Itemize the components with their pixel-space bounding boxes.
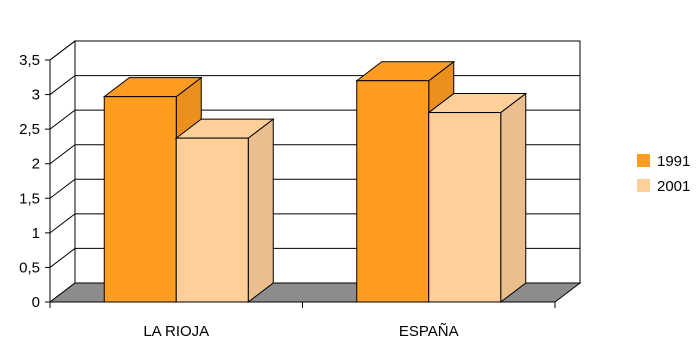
gridlines: [49, 40, 580, 268]
side-wall: [49, 39, 76, 304]
legend-label-2001: 2001: [657, 178, 690, 195]
y-tick-label: 2,5: [19, 121, 40, 138]
y-tick-label: 1,5: [19, 190, 40, 207]
y-tick-label: 0: [32, 294, 40, 311]
bar-2001-0: [174, 118, 275, 304]
bars: [102, 60, 528, 304]
x-category-label: LA RIOJA: [143, 323, 209, 340]
bar-front: [175, 137, 249, 303]
legend: 1991 2001: [637, 153, 690, 195]
legend-label-1991: 1991: [657, 153, 690, 170]
x-axis-labels: LA RIOJA ESPAÑA: [49, 301, 556, 340]
bar-front: [356, 80, 430, 303]
bar-front: [428, 112, 502, 303]
y-tick-label: 3,5: [19, 52, 40, 69]
y-tick-label: 2: [32, 156, 40, 173]
y-tick-label: 0,5: [19, 259, 40, 276]
bar-2001-1: [427, 92, 528, 304]
y-tick-label: 1: [32, 225, 40, 242]
y-axis-ticks: 0 0,5 1 1,5 2 2,5 3 3,5: [19, 52, 51, 311]
legend-swatch-1991: [637, 154, 650, 167]
bar-side: [500, 92, 527, 304]
bar-side: [247, 118, 274, 304]
gridline: [49, 40, 580, 61]
bar-front: [103, 96, 177, 303]
y-tick-label: 3: [32, 87, 40, 104]
x-category-label: ESPAÑA: [399, 323, 459, 340]
legend-swatch-2001: [637, 179, 650, 192]
